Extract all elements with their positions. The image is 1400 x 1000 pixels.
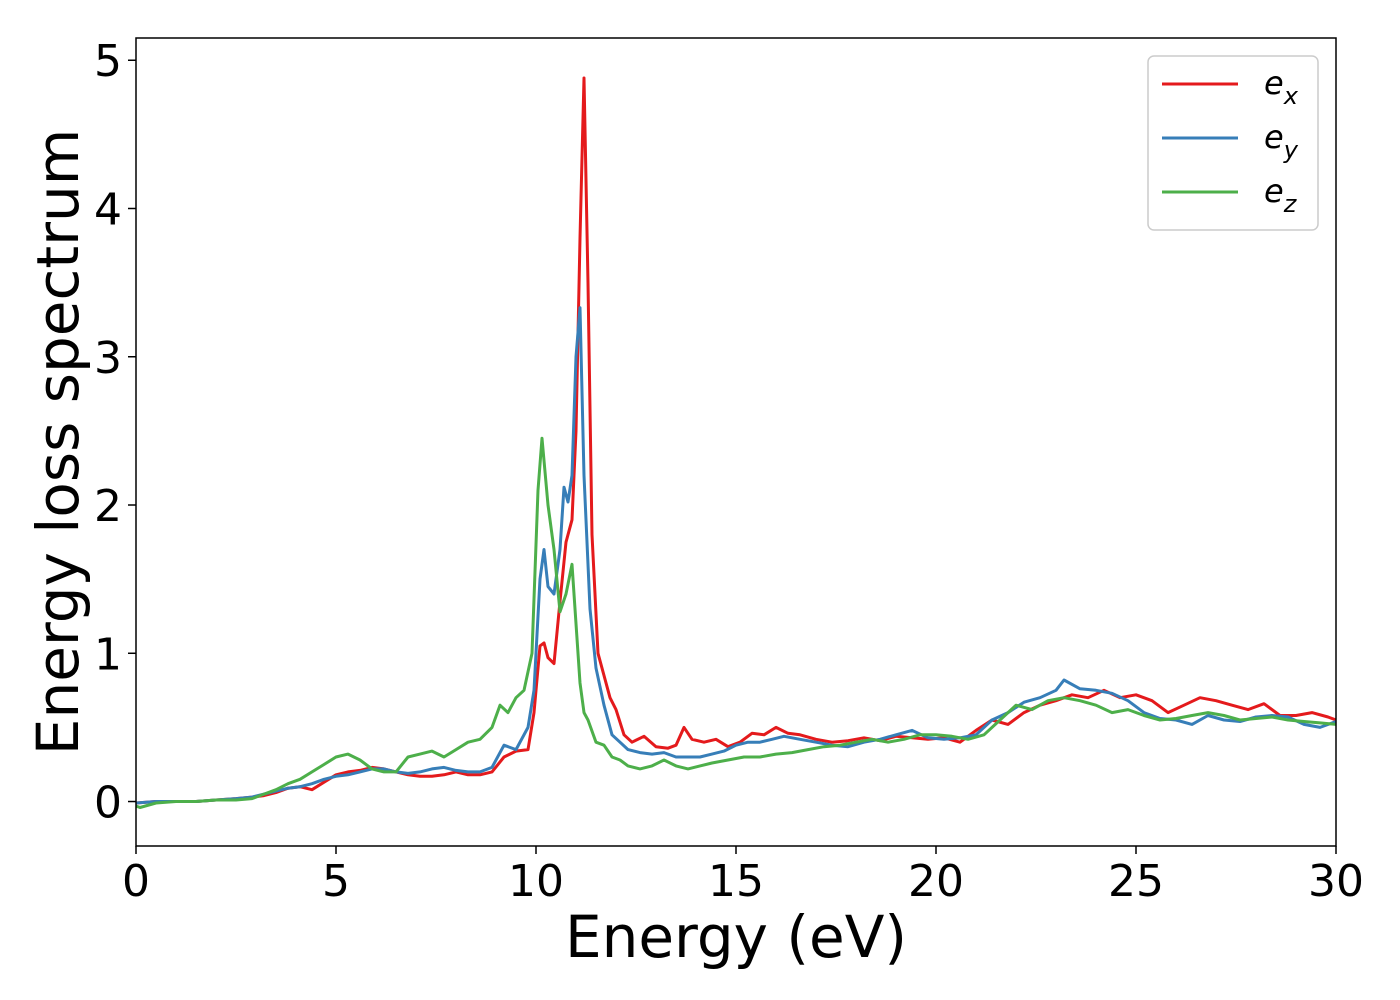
y-tick-label: 5	[94, 36, 122, 87]
y-axis: 0 1 2 3 4 5	[94, 36, 136, 829]
legend-label-subscript: z	[1283, 190, 1298, 218]
y-axis-label: Energy loss spectrum	[24, 129, 92, 755]
x-tick-label: 0	[122, 856, 150, 907]
x-tick-label: 15	[708, 856, 764, 907]
x-tick-label: 10	[508, 856, 564, 907]
legend-label-y: ey	[1264, 118, 1299, 164]
legend-label-base: e	[1264, 172, 1284, 210]
series-line-y	[136, 306, 1336, 805]
legend-label-z: ez	[1264, 172, 1298, 218]
x-tick-label: 20	[908, 856, 964, 907]
series-lines	[136, 76, 1336, 809]
x-axis: 0 5 10 15 20 25 30	[122, 846, 1364, 907]
y-tick-label: 0	[94, 778, 122, 829]
x-tick-label: 25	[1108, 856, 1164, 907]
x-tick-label: 5	[322, 856, 350, 907]
legend-label-base: e	[1264, 118, 1284, 156]
legend-label-subscript: x	[1283, 82, 1299, 110]
y-tick-label: 4	[94, 184, 122, 235]
y-tick-label: 1	[94, 629, 122, 680]
legend-box	[1147, 55, 1319, 231]
legend-label-subscript: y	[1283, 136, 1299, 164]
y-tick-label: 2	[94, 481, 122, 532]
y-tick-label: 3	[94, 333, 122, 384]
legend-label-base: e	[1264, 64, 1284, 102]
series-line-z	[136, 436, 1336, 809]
legend-label-x: ex	[1264, 64, 1299, 110]
x-axis-label: Energy (eV)	[565, 903, 907, 971]
x-tick-label: 30	[1308, 856, 1364, 907]
